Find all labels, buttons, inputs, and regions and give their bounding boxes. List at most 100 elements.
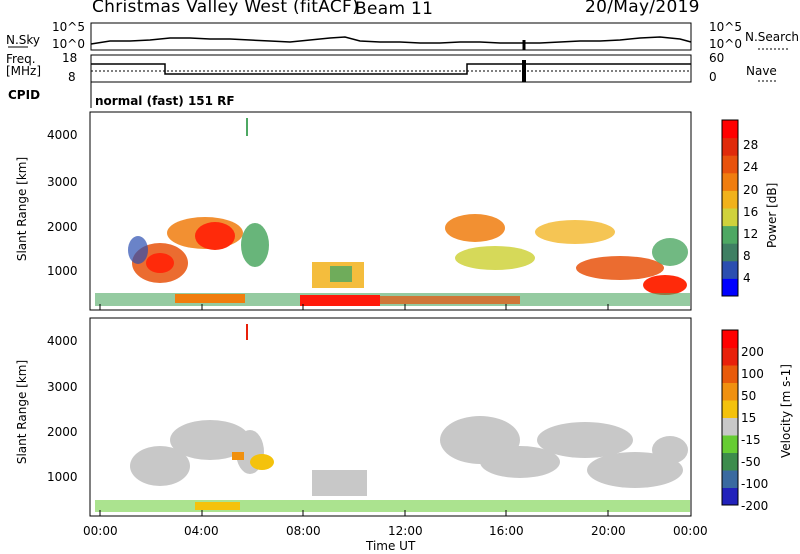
nsearch-tick-bottom: 10^0 — [709, 37, 742, 51]
velocity-cbar-tick: 50 — [741, 389, 757, 403]
colorbar-swatch — [722, 137, 738, 156]
xtick: 00:00 — [83, 524, 118, 538]
velocity-colorbar — [721, 329, 739, 506]
nsky-label: N.Sky — [6, 33, 41, 47]
velocity-echo — [95, 500, 690, 512]
power-colorbar — [721, 119, 739, 297]
velocity-echo — [652, 436, 688, 464]
velocity-echo — [312, 470, 367, 496]
velocity-ytick: 2000 — [47, 425, 78, 439]
velocity-echo — [232, 452, 244, 460]
freq-label: Freq. — [6, 52, 36, 66]
x-axis-label: Time UT — [366, 539, 416, 553]
velocity-cbar-tick: -100 — [741, 477, 769, 491]
colorbar-swatch — [722, 330, 738, 348]
power-echo — [175, 294, 245, 303]
velocity-cbar-tick: -50 — [741, 455, 761, 469]
freq-tick-bottom: 8 — [68, 70, 76, 84]
power-echo — [241, 223, 269, 267]
xtick: 08:00 — [286, 524, 321, 538]
nave-label: Nave — [746, 64, 777, 78]
colorbar-swatch — [722, 225, 738, 244]
colorbar-swatch — [722, 400, 738, 418]
colorbar-swatch — [722, 172, 738, 191]
colorbar-frame — [721, 329, 739, 506]
colorbar-swatch — [722, 470, 738, 488]
x-axis-ticks — [99, 304, 609, 516]
power-cbar-tick: 16 — [743, 205, 759, 219]
cpid-value: normal (fast) 151 RF — [95, 94, 235, 108]
xtick: 20:00 — [591, 524, 626, 538]
nsearch-label: N.Search — [745, 30, 800, 44]
power-echo — [300, 295, 380, 306]
velocity-echo — [246, 324, 248, 340]
power-cbar-tick: 28 — [743, 138, 759, 152]
velocity-echo — [537, 422, 633, 458]
xtick: 12:00 — [388, 524, 423, 538]
velocity-echo — [250, 454, 274, 470]
power-panel-frame — [89, 111, 692, 311]
power-echo — [535, 220, 615, 244]
power-echo — [643, 275, 687, 295]
velocity-ytick: 4000 — [47, 334, 78, 348]
colorbar-swatch — [722, 347, 738, 366]
power-echo — [576, 256, 664, 280]
beam-label: Beam 11 — [355, 0, 434, 19]
power-cbar-tick: 20 — [743, 183, 759, 197]
velocity-echo — [480, 446, 560, 478]
power-ytick: 2000 — [47, 220, 78, 234]
nsearch-tick-top: 10^5 — [709, 20, 742, 34]
nsky-trace — [90, 36, 692, 45]
freq-unit-label: [MHz] — [6, 64, 42, 78]
velocity-echo — [170, 420, 250, 460]
colorbar-swatch — [722, 278, 738, 297]
colorbar-swatch — [722, 260, 738, 279]
colorbar-swatch — [722, 382, 738, 401]
power-echo — [445, 214, 505, 242]
power-echo — [652, 238, 688, 266]
colorbar-swatch — [722, 120, 738, 139]
plot-title: Christmas Valley West (fitACF) — [92, 0, 360, 17]
power-cbar-tick: 4 — [743, 271, 751, 285]
velocity-ytick: 3000 — [47, 380, 78, 394]
power-cbar-tick: 8 — [743, 249, 751, 263]
colorbar-swatch — [722, 435, 738, 453]
velocity-panel-frame — [89, 317, 692, 517]
date-label: 20/May/2019 — [585, 0, 700, 17]
nsky-tick-bottom: 10^0 — [52, 37, 85, 51]
xtick: 00:00 — [673, 524, 708, 538]
velocity-cbar-tick: 15 — [741, 411, 757, 425]
colorbar-swatch — [722, 417, 738, 436]
colorbar-swatch — [722, 452, 738, 471]
power-cbar-tick: 24 — [743, 160, 759, 174]
velocity-echo — [195, 502, 240, 510]
power-echo — [380, 296, 520, 304]
freq-tick-top: 18 — [62, 51, 78, 65]
power-echo — [246, 118, 248, 136]
velocity-cbar-tick: 200 — [741, 345, 764, 359]
power-echo — [195, 222, 235, 250]
power-echo — [330, 266, 352, 282]
xtick: 04:00 — [184, 524, 219, 538]
power-echo — [455, 246, 535, 270]
power-ytick: 4000 — [47, 128, 78, 142]
velocity-cbar-tick: -200 — [741, 499, 769, 513]
colorbar-swatch — [722, 190, 738, 209]
colorbar-frame — [721, 119, 739, 297]
velocity-cbar-tick: -15 — [741, 433, 761, 447]
velocity-echoes — [95, 324, 690, 512]
colorbar-swatch — [722, 365, 738, 383]
velocity-ytick: 1000 — [47, 470, 78, 484]
colorbar-swatch — [722, 243, 738, 262]
freq-trace — [91, 63, 691, 75]
power-echoes — [95, 118, 690, 306]
freq-panel-frame — [90, 54, 692, 83]
cpid-label: CPID — [8, 88, 41, 102]
velocity-echo — [130, 446, 190, 486]
power-ytick: 1000 — [47, 264, 78, 278]
colorbar-swatch — [722, 155, 738, 174]
colorbar-swatch — [722, 487, 738, 506]
colorbar-swatch — [722, 208, 738, 227]
nsky-tick-top: 10^5 — [52, 20, 85, 34]
